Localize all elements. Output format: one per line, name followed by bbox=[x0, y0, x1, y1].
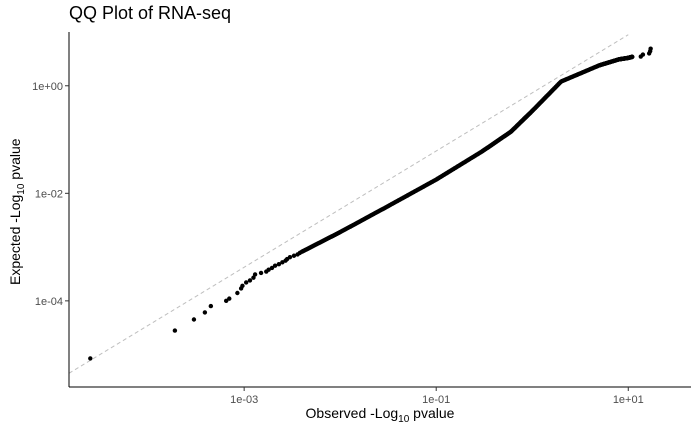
y-axis-label-prefix: Expected -Log bbox=[7, 194, 23, 285]
x-axis-label-subscript: 10 bbox=[398, 413, 410, 425]
reference-line bbox=[68, 34, 629, 374]
data-point bbox=[258, 270, 264, 276]
x-axis-label-prefix: Observed -Log bbox=[305, 405, 399, 421]
data-point bbox=[88, 356, 93, 361]
data-point bbox=[287, 254, 293, 260]
data-point bbox=[269, 265, 275, 271]
data-point bbox=[202, 310, 208, 315]
x-tick-label: 1e+01 bbox=[613, 394, 644, 406]
data-point bbox=[223, 298, 229, 304]
x-axis-label: Observed -Log10 pvalue bbox=[69, 405, 691, 425]
y-axis-label: Expected -Log10 pvalue bbox=[7, 138, 27, 285]
x-tick-label: 1e-03 bbox=[230, 394, 258, 406]
data-point bbox=[640, 52, 646, 57]
data-point bbox=[272, 263, 278, 268]
data-point bbox=[276, 262, 282, 267]
data-point bbox=[247, 278, 253, 283]
data-point bbox=[630, 54, 635, 60]
data-point bbox=[280, 260, 285, 265]
data-point bbox=[235, 290, 240, 296]
data-point bbox=[240, 283, 245, 289]
data-point bbox=[648, 46, 653, 51]
y-axis-label-subscript: 10 bbox=[15, 183, 27, 195]
data-point bbox=[291, 253, 297, 258]
y-tick-label: 1e-04 bbox=[35, 296, 63, 308]
y-tick-label: 1e-02 bbox=[35, 188, 63, 200]
y-tick-label: 1e+00 bbox=[32, 81, 63, 93]
data-point bbox=[227, 296, 232, 301]
data-point bbox=[252, 272, 258, 277]
data-point bbox=[172, 328, 178, 333]
chart-title: QQ Plot of RNA-seq bbox=[69, 3, 232, 23]
data-point bbox=[266, 267, 271, 272]
x-axis-label-suffix: pvalue bbox=[409, 405, 455, 421]
y-axis-label-suffix: pvalue bbox=[7, 138, 23, 184]
x-tick-label: 1e-01 bbox=[422, 394, 450, 406]
data-point bbox=[191, 317, 197, 322]
data-point bbox=[243, 280, 249, 285]
data-point bbox=[208, 303, 214, 309]
